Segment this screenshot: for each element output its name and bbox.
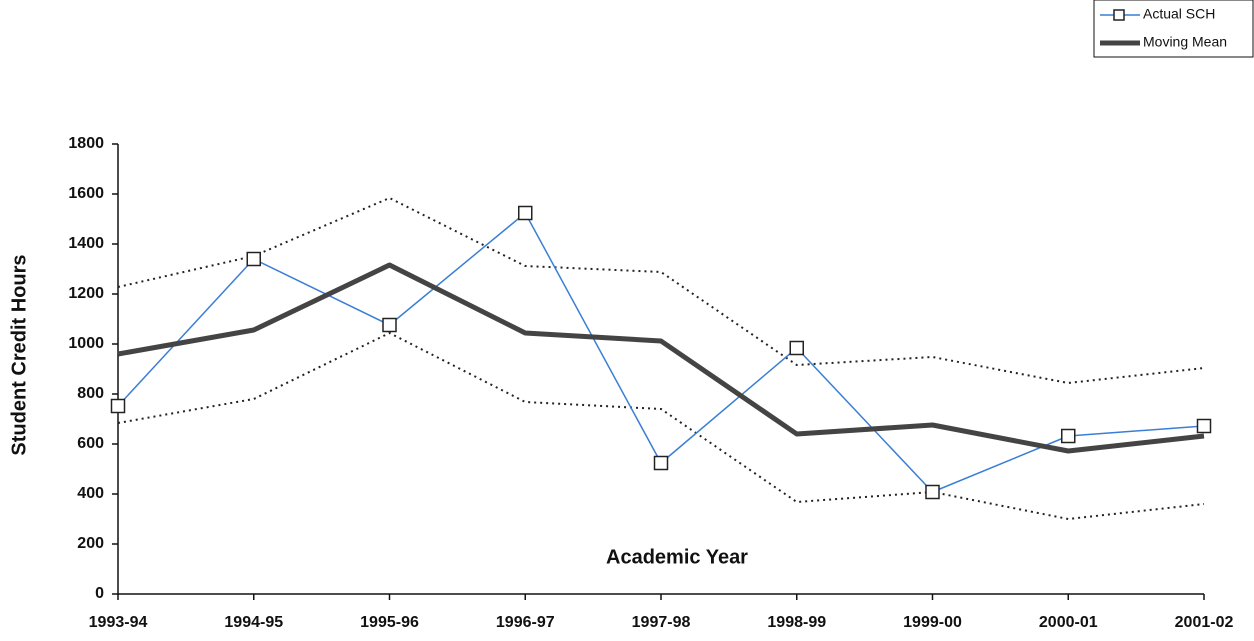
y-tick-label: 600 [77,435,104,452]
x-tick-label: 2001-02 [1175,614,1234,631]
y-tick-label: 1000 [68,335,104,352]
point-marker [110,398,126,414]
x-tick-label: 1999-00 [903,614,962,631]
series-line [117,197,1205,384]
point-marker [653,455,669,471]
x-tick-label: 1995-96 [360,614,419,631]
y-axis-title: Student Credit Hours [8,254,30,455]
legend-label: Moving Mean [1143,34,1227,50]
x-tick-label: 1997-98 [632,614,691,631]
point-marker [925,484,940,500]
point-marker [1061,428,1076,444]
x-tick-label: 1996-97 [496,614,555,631]
y-tick-label: 1400 [68,235,104,252]
y-tick-label: 1800 [68,135,104,152]
point-marker [518,205,533,221]
y-tick-label: 400 [77,485,104,502]
series-line [117,332,1205,520]
legend-marker [1113,9,1125,21]
y-tick-label: 800 [77,385,104,402]
x-tick-label: 2000-01 [1039,614,1098,631]
point-marker [382,317,397,333]
point-marker [246,251,261,267]
series-line [117,262,1205,454]
y-tick-label: 0 [95,585,104,602]
x-tick-label: 1994-95 [224,614,283,631]
series-line [117,212,1205,493]
y-tick-label: 1200 [68,285,104,302]
point-marker [789,340,804,356]
x-tick-label: 1993-94 [89,614,148,631]
y-tick-label: 1600 [68,185,104,202]
legend-label: Actual SCH [1143,6,1215,22]
point-marker [1196,418,1212,434]
x-tick-label: 1998-99 [767,614,826,631]
x-axis-title: Academic Year [606,546,748,568]
y-tick-label: 200 [77,535,104,552]
